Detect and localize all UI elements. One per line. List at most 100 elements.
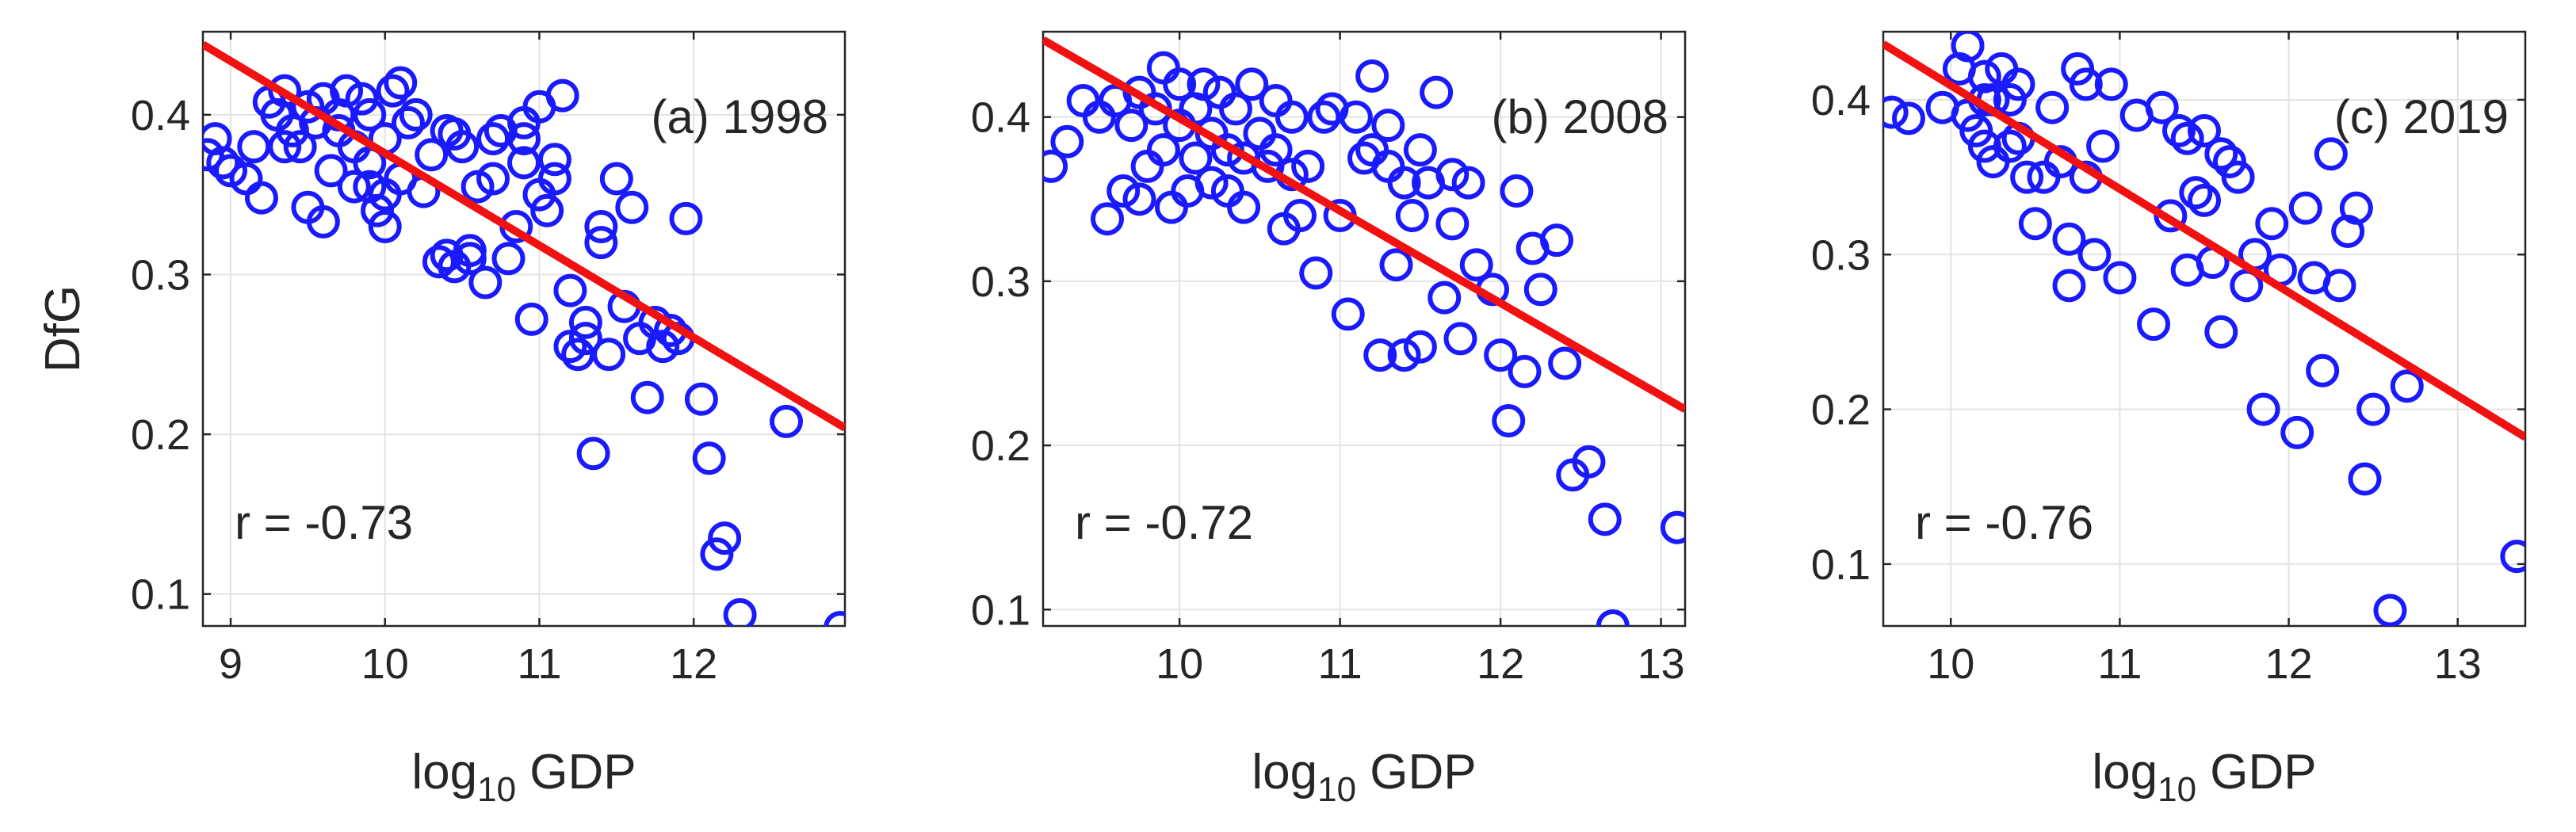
data-point [1588, 502, 1622, 536]
scatter-points [203, 66, 845, 626]
data-point [353, 170, 387, 204]
data-point [514, 302, 548, 336]
data-point [1500, 174, 1534, 208]
x-tick-label: 12 [670, 640, 717, 688]
data-point [2500, 540, 2525, 574]
data-point [1596, 609, 1630, 626]
data-point [491, 242, 526, 276]
data-point [615, 190, 649, 224]
data-point [2069, 67, 2103, 101]
panel-title: (b) 2008 [1492, 90, 1668, 143]
data-point [1339, 100, 1373, 134]
data-point [337, 170, 371, 204]
data-point [1387, 338, 1421, 372]
x-axis-label-gdp: GDP [2196, 745, 2317, 800]
ticks: 10 11 12 13 0.1 0.2 0.3 0.4 [1811, 32, 2525, 688]
fit-line [1043, 36, 1685, 413]
y-tick-label: 0.4 [131, 92, 190, 139]
data-point [1259, 84, 1293, 118]
data-point [2314, 137, 2348, 171]
y-tick-label: 0.1 [1811, 541, 1871, 589]
data-point [1883, 95, 1909, 129]
panel-a-1998: 9 10 11 12 0.1 0.2 0.3 0.4 (a) 1998 r = -0.73 l… [131, 30, 847, 809]
data-point [530, 193, 564, 227]
x-tick-label: 12 [2265, 640, 2313, 688]
data-point [708, 521, 742, 555]
x-axis-label-log: log [1252, 745, 1317, 800]
axes-box [201, 30, 847, 628]
x-tick-label: 11 [1318, 640, 1363, 688]
data-point [1066, 84, 1100, 118]
data-point [1403, 330, 1437, 364]
data-point [2288, 191, 2322, 225]
data-point [1106, 174, 1141, 208]
data-point [453, 234, 487, 268]
correlation-annotation: r = -0.73 [235, 496, 413, 549]
data-point [2221, 160, 2255, 194]
data-point [2052, 269, 2086, 303]
data-point [584, 226, 618, 260]
x-axis-label-subscript: 10 [1317, 770, 1356, 809]
axes-frame [1041, 30, 1687, 628]
ticks: 9 10 11 12 0.1 0.2 0.3 0.4 [131, 32, 845, 688]
data-point [2230, 269, 2264, 303]
data-point [399, 97, 433, 132]
data-point [1540, 223, 1573, 258]
x-axis-label-subscript: 10 [2157, 770, 2196, 809]
fit-line [203, 40, 845, 432]
data-point [2188, 183, 2221, 217]
data-point [1484, 338, 1518, 372]
data-point [1443, 322, 1477, 356]
data-point [2356, 392, 2391, 426]
data-point [1387, 166, 1421, 200]
data-point [1235, 67, 1269, 101]
regression-line [1883, 40, 2525, 441]
data-point [1363, 338, 1397, 372]
data-point [599, 162, 633, 196]
y-tick-label: 0.4 [1811, 77, 1871, 124]
data-point [1403, 133, 1437, 167]
x-axis-label-gdp: GDP [516, 745, 636, 800]
data-point [1179, 141, 1213, 175]
data-point [1548, 346, 1582, 380]
data-point [2137, 307, 2171, 342]
data-point [1435, 207, 1470, 241]
data-point [1993, 129, 2027, 163]
data-point [553, 330, 587, 364]
data-point [1891, 101, 1925, 135]
data-point [1187, 67, 1221, 101]
data-point [1155, 190, 1188, 224]
panel-c-2019: 10 11 12 130.10.20.30.4 (c) 2019 r = -0.76 … [1811, 30, 2527, 809]
data-point [545, 78, 579, 113]
data-point [283, 130, 317, 164]
data-point [1379, 248, 1413, 282]
data-point [1395, 199, 1429, 233]
data-point [2339, 191, 2373, 225]
data-point [2018, 207, 2052, 241]
correlation-annotation: r = -0.72 [1075, 496, 1253, 549]
data-point [2086, 129, 2120, 163]
data-point [2348, 462, 2382, 496]
data-point [2280, 415, 2314, 449]
data-point [203, 138, 224, 172]
data-point [391, 105, 425, 139]
data-point [1227, 190, 1261, 224]
data-point [2204, 315, 2238, 349]
ticks: 10 11 12 13 0.1 0.2 0.3 0.4 [971, 32, 1685, 688]
data-point [1451, 166, 1485, 200]
data-point [568, 322, 602, 356]
data-point [1660, 510, 1685, 544]
x-tick-label: 9 [219, 640, 243, 688]
data-point [244, 181, 278, 215]
y-tick-label: 0.3 [131, 251, 190, 299]
grid-lines [203, 32, 845, 626]
x-tick-label: 13 [2434, 640, 2482, 688]
data-point [2154, 199, 2188, 233]
data-point [507, 146, 541, 180]
data-point [345, 82, 379, 116]
x-tick-label: 10 [1927, 640, 1974, 688]
data-point [1492, 404, 1526, 438]
regression-line [1043, 36, 1685, 413]
data-point [537, 162, 571, 196]
data-point [330, 74, 364, 108]
